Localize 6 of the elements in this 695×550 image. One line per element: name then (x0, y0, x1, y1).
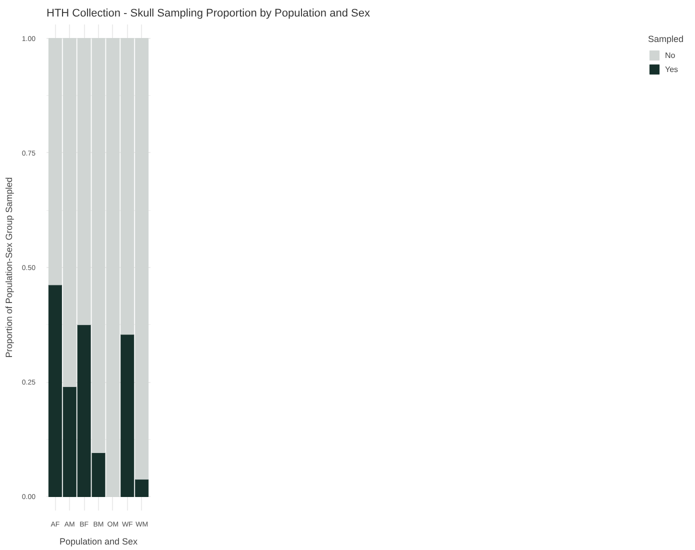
legend-label: Yes (665, 64, 680, 75)
text: HTH Collection - Skull Sampling Proportion by Population and Sex (46, 8, 370, 20)
x-axis-title: Population and Sex (59, 536, 138, 546)
legend-label: No (665, 50, 676, 61)
legend-title: Sampled (648, 34, 685, 44)
y-axis-title: Proportion of Population-Sex Group Sampled (4, 177, 14, 358)
